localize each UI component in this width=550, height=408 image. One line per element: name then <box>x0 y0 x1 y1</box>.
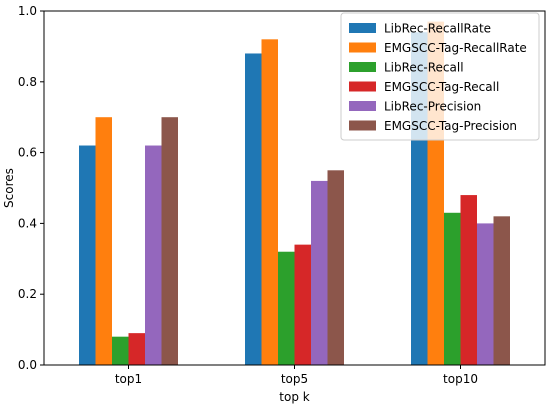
bar-top1-EMGSCC-Tag-Recall <box>128 333 145 365</box>
x-tick-label: top5 <box>281 372 308 386</box>
bar-top10-LibRec-Precision <box>477 223 494 365</box>
legend-entry: EMGSCC-Tag-RecallRate <box>384 41 527 55</box>
y-tick-label: 0.2 <box>18 287 37 301</box>
legend-entry: LibRec-Precision <box>384 100 481 114</box>
y-axis: 0.0 0.2 0.4 0.6 0.8 1.0 <box>18 4 44 372</box>
legend-swatch <box>349 81 376 92</box>
bars-layer <box>79 21 510 366</box>
bar-top1-LibRec-Precision <box>145 145 162 365</box>
bar-top5-EMGSCC-Tag-Recall <box>294 244 311 365</box>
legend-swatch <box>349 23 376 33</box>
bar-top1-LibRec-Recall <box>112 336 129 365</box>
legend-entry: LibRec-Recall <box>384 61 464 75</box>
legend-entry: EMGSCC-Tag-Precision <box>384 119 517 133</box>
legend-swatch <box>349 62 376 72</box>
legend: LibRec-RecallRate EMGSCC-Tag-RecallRate Li… <box>340 12 540 141</box>
bar-top1-EMGSCC-Tag-RecallRate <box>95 117 112 365</box>
y-tick-label: 0.0 <box>18 358 37 372</box>
bar-top5-LibRec-Precision <box>311 180 328 365</box>
bar-top10-EMGSCC-Tag-Recall <box>460 195 477 365</box>
legend-box <box>340 12 540 141</box>
bar-top10-EMGSCC-Tag-Precision <box>493 216 510 365</box>
y-tick-label: 1.0 <box>18 4 37 18</box>
x-tick-label: top10 <box>443 372 478 386</box>
y-axis-label: Scores <box>2 168 16 208</box>
bar-top1-LibRec-RecallRate <box>79 145 96 365</box>
bar-top10-LibRec-Recall <box>444 212 461 365</box>
bar-top5-EMGSCC-Tag-Precision <box>327 170 344 365</box>
legend-swatch <box>349 101 376 111</box>
legend-swatch <box>349 120 376 131</box>
bar-top1-EMGSCC-Tag-Precision <box>161 117 178 365</box>
x-axis-label: top k <box>279 390 309 404</box>
legend-entry: LibRec-RecallRate <box>384 22 491 36</box>
y-tick-label: 0.8 <box>18 75 37 89</box>
legend-entry: EMGSCC-Tag-Recall <box>384 80 499 94</box>
bar-top5-EMGSCC-Tag-RecallRate <box>261 39 278 365</box>
legend-swatch <box>349 42 376 53</box>
x-axis: top1 top5 top10 <box>115 365 478 386</box>
bar-top5-LibRec-RecallRate <box>245 53 262 365</box>
y-tick-label: 0.6 <box>18 146 37 160</box>
bar-top5-LibRec-Recall <box>278 251 295 365</box>
x-tick-label: top1 <box>115 372 142 386</box>
y-tick-label: 0.4 <box>18 216 37 230</box>
